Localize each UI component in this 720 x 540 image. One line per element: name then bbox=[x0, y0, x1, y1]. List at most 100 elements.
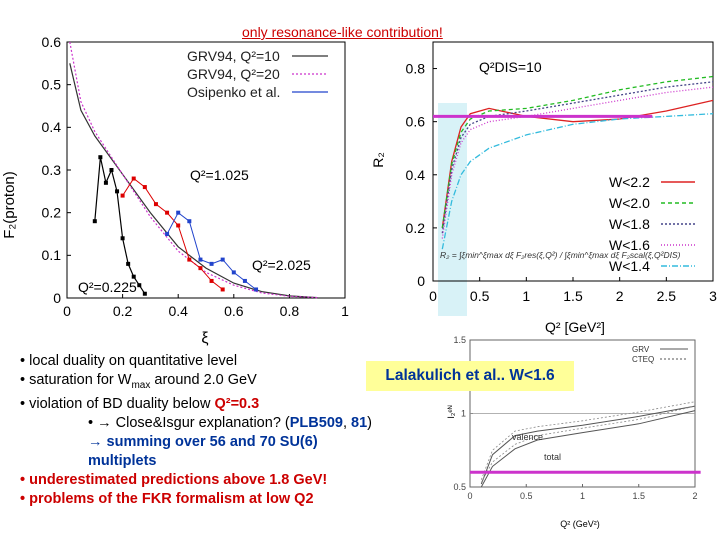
chart3-legend-label: CTEQ bbox=[632, 355, 654, 364]
chart1-xtick-label: 0 bbox=[63, 303, 71, 319]
chart1-point bbox=[198, 266, 203, 271]
chart1-point bbox=[131, 176, 136, 181]
note-bd-violation: • violation of BD duality below Q²=0.3 bbox=[20, 395, 260, 412]
chart1-ylabel: F₂(proton) bbox=[1, 171, 18, 239]
chart1-series-0 bbox=[69, 63, 318, 299]
chart1-point bbox=[220, 257, 225, 262]
chart1-xlabel: ξ bbox=[201, 330, 208, 347]
chart1-legend-label: GRV94, Q²=20 bbox=[187, 66, 280, 82]
note-close-isgur: • → Close&Isgur explanation? (PLB509, 81… bbox=[88, 414, 372, 431]
chart1-point bbox=[120, 236, 125, 241]
chart1-point bbox=[109, 168, 114, 172]
chart3-ytick-label: 1.5 bbox=[453, 335, 466, 345]
chart2-series-0 bbox=[441, 99, 714, 228]
chart1-point bbox=[209, 278, 214, 283]
chart1-xtick-label: 0.4 bbox=[168, 303, 188, 319]
chart2-ylabel: R₂ bbox=[370, 152, 386, 168]
chart3-ytick-label: 1 bbox=[461, 409, 466, 419]
chart1-point bbox=[98, 155, 103, 160]
chart1-legend-label: GRV94, Q²=10 bbox=[187, 48, 280, 64]
chart1-point bbox=[142, 185, 147, 190]
chart1-legend-label: Osipenko et al. bbox=[187, 84, 280, 100]
chart1-point bbox=[120, 193, 125, 198]
chart3-xtick-label: 1.5 bbox=[632, 491, 645, 501]
chart1-point bbox=[176, 223, 181, 228]
chart1-point bbox=[126, 261, 131, 266]
chart1-point bbox=[242, 278, 247, 283]
chart3-xtick-label: 1 bbox=[580, 491, 585, 501]
chart2-series-4 bbox=[441, 113, 714, 250]
chart2-ytick-label: 0.2 bbox=[406, 220, 426, 236]
chart1-annotation: Q²=0.225 bbox=[78, 279, 137, 295]
chart2-xtick-label: 2.5 bbox=[657, 288, 677, 304]
chart1-point bbox=[142, 291, 147, 296]
chart1-ytick-label: 0.5 bbox=[42, 77, 62, 93]
chart2-ytick-label: 0.6 bbox=[406, 114, 426, 130]
note-multiplets: multiplets bbox=[88, 452, 157, 469]
chart3-xtick-label: 0 bbox=[467, 491, 472, 501]
chart1-ytick-label: 0.1 bbox=[42, 247, 62, 263]
notes-list: • local duality on quantitative level • … bbox=[20, 352, 390, 509]
chart1-xtick-label: 0.6 bbox=[224, 303, 244, 319]
chart3-curve-label: valence bbox=[512, 432, 543, 442]
chart1-ytick-label: 0 bbox=[53, 290, 61, 306]
chart1-point bbox=[176, 210, 181, 215]
chart1-annotation: Q²=1.025 bbox=[190, 167, 249, 183]
chart1-xtick-label: 0.8 bbox=[280, 303, 300, 319]
r2-chart: 0 0.5 1 1.5 2 2.5 3 0 0.2 0.4 0.6 0.8 Q²DIS=10 W<2.… bbox=[370, 41, 717, 335]
note-saturation: • saturation for Wmax around 2.0 GeV bbox=[20, 372, 257, 391]
chart2-legend-label: W<2.2 bbox=[609, 174, 650, 190]
chart3-series-1 bbox=[480, 410, 696, 488]
chart2-series-2 bbox=[441, 81, 714, 234]
chart3-xtick-label: 0.5 bbox=[520, 491, 533, 501]
chart1-point bbox=[198, 257, 203, 262]
chart1-xtick-label: 0.2 bbox=[113, 303, 133, 319]
note-underestimated: • underestimated predictions above 1.8 G… bbox=[20, 471, 328, 488]
chart2-legend-label: W<1.8 bbox=[609, 216, 650, 232]
chart2-xtick-label: 0 bbox=[429, 288, 437, 304]
f2-proton-chart: 0 0.2 0.4 0.6 0.8 1 0 0.1 0.2 0.3 0.4 0.5 0.6 GRV94,… bbox=[1, 34, 349, 347]
chart1-ytick-label: 0.2 bbox=[42, 205, 62, 221]
page-title: only resonance-like contribution! bbox=[242, 24, 443, 40]
chart1-series-3 bbox=[122, 177, 224, 290]
chart2-xtick-label: 0.5 bbox=[470, 288, 490, 304]
chart3-series-0 bbox=[480, 405, 696, 485]
chart1-xtick-label: 1 bbox=[341, 303, 349, 319]
chart2-xtick-label: 2 bbox=[616, 288, 624, 304]
chart2-ytick-label: 0.8 bbox=[406, 61, 426, 77]
chart3-xlabel: Q² (GeV²) bbox=[560, 519, 600, 529]
chart1-point bbox=[153, 202, 158, 207]
chart2-xtick-label: 1.5 bbox=[563, 288, 583, 304]
chart2-xlabel: Q² [GeV²] bbox=[545, 319, 605, 335]
chart2-legend-label: W<1.4 bbox=[609, 258, 650, 274]
chart3-curve-label: total bbox=[544, 452, 561, 462]
note-su6: → summing over 56 and 70 SU(6) bbox=[88, 433, 318, 450]
chart3-series-alt-1 bbox=[480, 405, 696, 483]
chart1-ytick-label: 0.6 bbox=[42, 34, 62, 50]
chart3-ylabel: I₂ᵉᴺ bbox=[446, 405, 456, 418]
chart1-point bbox=[209, 261, 214, 266]
chart1-series-2 bbox=[94, 157, 146, 295]
chart2-ytick-label: 0.4 bbox=[406, 167, 426, 183]
chart1-point bbox=[115, 189, 120, 194]
chart1-point bbox=[92, 219, 97, 224]
note-local-duality: • local duality on quantitative level bbox=[20, 353, 238, 369]
chart1-annotation: Q²=2.025 bbox=[252, 257, 311, 273]
chart2-series-3 bbox=[441, 86, 714, 239]
chart2-series-1 bbox=[441, 75, 714, 228]
chart1-point bbox=[103, 180, 108, 185]
chart1-ytick-label: 0.4 bbox=[42, 119, 62, 135]
chart1-point bbox=[254, 287, 259, 292]
chart1-series-4 bbox=[166, 211, 257, 290]
chart1-point bbox=[187, 257, 192, 262]
chart2-xtick-label: 1 bbox=[522, 288, 530, 304]
chart1-point bbox=[220, 287, 225, 292]
chart3-ytick-label: 0.5 bbox=[453, 482, 466, 492]
lalakulich-callout: Lalakulich et al.. W<1.6 bbox=[366, 361, 574, 391]
chart2-legend-label: W<1.6 bbox=[609, 237, 650, 253]
r2-formula: R₂ = ∫ξmin^ξmax dξ F₂res(ξ,Q²) / ∫ξmin^ξ… bbox=[440, 250, 681, 260]
chart1-point bbox=[165, 210, 170, 215]
chart1-point bbox=[131, 274, 136, 279]
chart1-point bbox=[165, 232, 170, 236]
